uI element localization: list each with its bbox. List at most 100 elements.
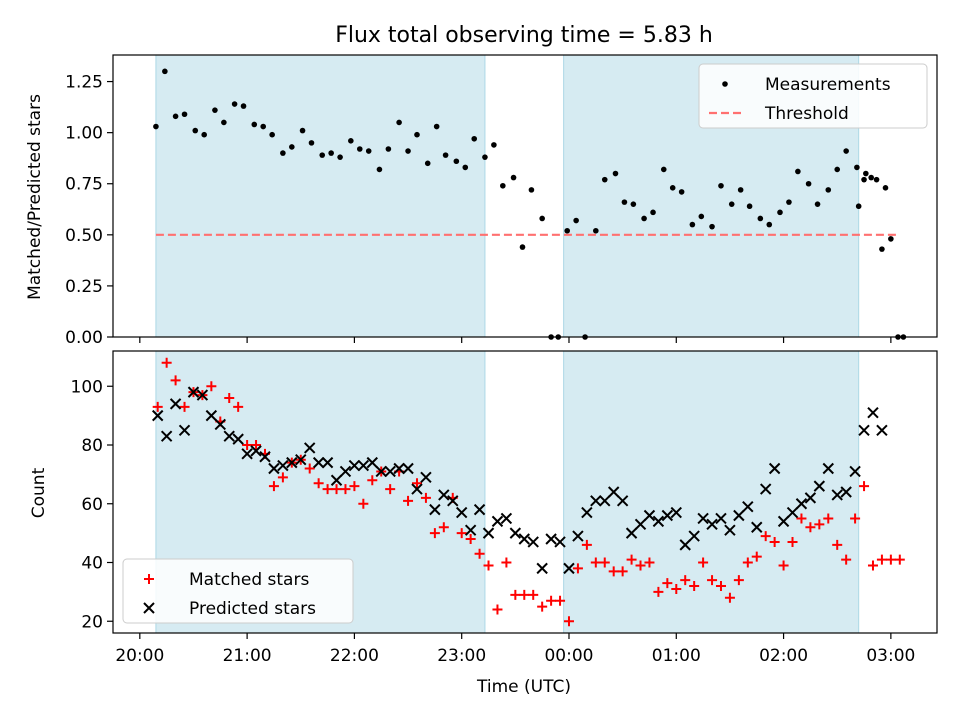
top-measurements-point-28 bbox=[414, 131, 420, 138]
top-y-axis-label: Matched/Predicted stars bbox=[25, 94, 45, 300]
count-panel: 20 40 60 80 100 20:00 21:00 22:00 23:00 00:00 01:0… bbox=[71, 350, 938, 666]
bottom-predicted-stars-point-41 bbox=[509, 527, 522, 539]
bottom-predicted-stars-point-34 bbox=[447, 495, 459, 507]
top-measurements-point-27 bbox=[405, 148, 411, 154]
bottom-predicted-stars-point-64 bbox=[715, 512, 727, 525]
top-measurements-point-54 bbox=[660, 166, 667, 173]
bottom-predicted-stars-point-38 bbox=[482, 527, 495, 539]
bottom-matched-stars-point-68 bbox=[751, 551, 762, 562]
bottom-predicted-stars-point-76 bbox=[822, 462, 834, 475]
bottom-predicted-stars-point-24 bbox=[357, 459, 370, 472]
bottom-predicted-stars-point-44 bbox=[536, 562, 548, 575]
bottom-matched-stars-point-14 bbox=[268, 481, 279, 492]
bottom-predicted-stars-point-50 bbox=[590, 495, 602, 507]
bottom-predicted-stars-point-14 bbox=[268, 462, 280, 475]
top-measurements-point-40 bbox=[528, 187, 535, 193]
bottom-predicted-stars-point-62 bbox=[697, 512, 709, 525]
bottom-predicted-stars-point-69 bbox=[759, 483, 772, 495]
bottom-predicted-stars-point-15 bbox=[277, 459, 289, 472]
bottom-matched-stars-point-12 bbox=[251, 440, 262, 450]
top-measurements-point-55 bbox=[669, 185, 676, 191]
bottom-predicted-stars-point-10 bbox=[232, 433, 244, 445]
bottom-matched-stars-point-27 bbox=[385, 484, 396, 495]
bottom-predicted-stars-point-45 bbox=[545, 533, 557, 545]
bottom-matched-stars-point-46 bbox=[555, 595, 566, 606]
top-measurements-point-5 bbox=[192, 127, 199, 134]
bottom-matched-stars-point-63 bbox=[707, 575, 718, 586]
bottom-matched-stars-point-83 bbox=[885, 554, 896, 565]
x-tick-label-6: 01:00 bbox=[652, 646, 701, 666]
bottom-predicted-stars-point-75 bbox=[813, 480, 826, 492]
chart-title: Flux total observing time = 5.83 h bbox=[335, 23, 713, 48]
top-measurements-point-19 bbox=[328, 150, 334, 156]
bottom-axes-frame bbox=[112, 350, 938, 634]
top-measurements-point-67 bbox=[786, 199, 792, 205]
bottom-matched-stars-point-65 bbox=[724, 592, 735, 603]
top-measurements-point-48 bbox=[601, 176, 608, 183]
bottom-matched-stars-point-51 bbox=[599, 557, 610, 568]
bottom-matched-stars-point-78 bbox=[841, 554, 852, 565]
top-observing-window-1 bbox=[155, 54, 486, 338]
bottom-predicted-stars-point-18 bbox=[303, 442, 316, 454]
top-measurements-point-45 bbox=[573, 217, 579, 224]
bottom-legend-predicted-stars-label: Predicted stars bbox=[189, 599, 316, 619]
x-axis-label: Time (UTC) bbox=[476, 677, 571, 697]
bottom-matched-stars-point-42 bbox=[519, 589, 530, 600]
bottom-matched-stars-point-1 bbox=[152, 401, 163, 412]
bottom-predicted-stars-point-52 bbox=[607, 486, 620, 498]
bottom-predicted-stars-point-6 bbox=[196, 389, 209, 401]
bottom-predicted-stars-point-72 bbox=[786, 506, 799, 519]
top-measurements-point-80 bbox=[868, 174, 874, 181]
bottom-predicted-stars-point-56 bbox=[643, 509, 656, 522]
bottom-matched-stars-point-54 bbox=[626, 554, 637, 565]
top-measurements-point-23 bbox=[365, 148, 372, 154]
bottom-matched-stars-point-25 bbox=[367, 475, 378, 486]
bottom-predicted-stars-point-11 bbox=[241, 448, 253, 460]
bottom-matched-stars-point-57 bbox=[653, 586, 664, 597]
top-measurements-point-71 bbox=[825, 187, 832, 193]
bottom-matched-stars-point-18 bbox=[304, 463, 315, 474]
top-measurements-point-64 bbox=[757, 215, 764, 222]
bottom-matched-stars-point-75 bbox=[814, 519, 825, 530]
top-measurements-point-47 bbox=[593, 227, 599, 234]
top-measurements-point-26 bbox=[396, 119, 402, 126]
bottom-matched-stars-point-23 bbox=[349, 481, 360, 492]
top-measurements-point-66 bbox=[777, 209, 783, 216]
bottom-matched-stars-point-59 bbox=[671, 583, 682, 594]
top-measurements-point-81 bbox=[879, 246, 885, 252]
top-measurements-point-62 bbox=[737, 187, 744, 193]
bottom-predicted-stars-point-36 bbox=[464, 524, 477, 536]
bottom-predicted-stars-point-33 bbox=[438, 489, 450, 501]
top-measurements-point-69 bbox=[805, 180, 812, 187]
top-legend-measurements-label: Measurements bbox=[765, 75, 891, 95]
top-y-tick-label-3: 0.50 bbox=[65, 226, 103, 246]
bottom-matched-stars-point-69 bbox=[760, 531, 771, 542]
top-measurements-point-6 bbox=[201, 131, 207, 138]
top-measurements-point-44 bbox=[564, 227, 571, 234]
x-tick-label-7: 02:00 bbox=[759, 646, 808, 666]
bottom-y-axis-label: Count bbox=[29, 467, 49, 518]
top-measurements-point-78 bbox=[855, 203, 862, 210]
bottom-predicted-stars-point-20 bbox=[321, 456, 334, 469]
bottom-predicted-stars-point-7 bbox=[205, 409, 218, 422]
top-measurements-point-11 bbox=[251, 121, 258, 128]
bottom-matched-stars-point-9 bbox=[224, 393, 235, 403]
top-measurements-point-75 bbox=[863, 170, 869, 177]
bottom-matched-stars-point-70 bbox=[769, 536, 780, 547]
top-measurements-point-4 bbox=[181, 111, 188, 118]
bottom-predicted-stars-point-71 bbox=[777, 515, 790, 528]
bottom-matched-stars-point-33 bbox=[438, 522, 449, 533]
bottom-predicted-stars-point-63 bbox=[706, 518, 718, 531]
bottom-matched-stars-point-79 bbox=[850, 513, 861, 524]
bottom-predicted-stars-point-47 bbox=[563, 562, 575, 575]
bottom-y-tick-label-2: 40 bbox=[81, 554, 103, 574]
bottom-matched-stars-point-7 bbox=[206, 381, 217, 392]
bottom-matched-stars-point-84 bbox=[894, 554, 905, 565]
top-y-tick-label-1: 0.00 bbox=[65, 328, 103, 348]
top-y-tick-label-2: 0.25 bbox=[65, 277, 103, 297]
x-tick-label-4: 23:00 bbox=[437, 646, 486, 666]
top-measurements-point-18 bbox=[319, 152, 326, 158]
bottom-y-tick-label-1: 20 bbox=[81, 612, 103, 632]
bottom-predicted-stars-point-1 bbox=[151, 409, 164, 422]
top-measurements-point-51 bbox=[630, 201, 637, 207]
